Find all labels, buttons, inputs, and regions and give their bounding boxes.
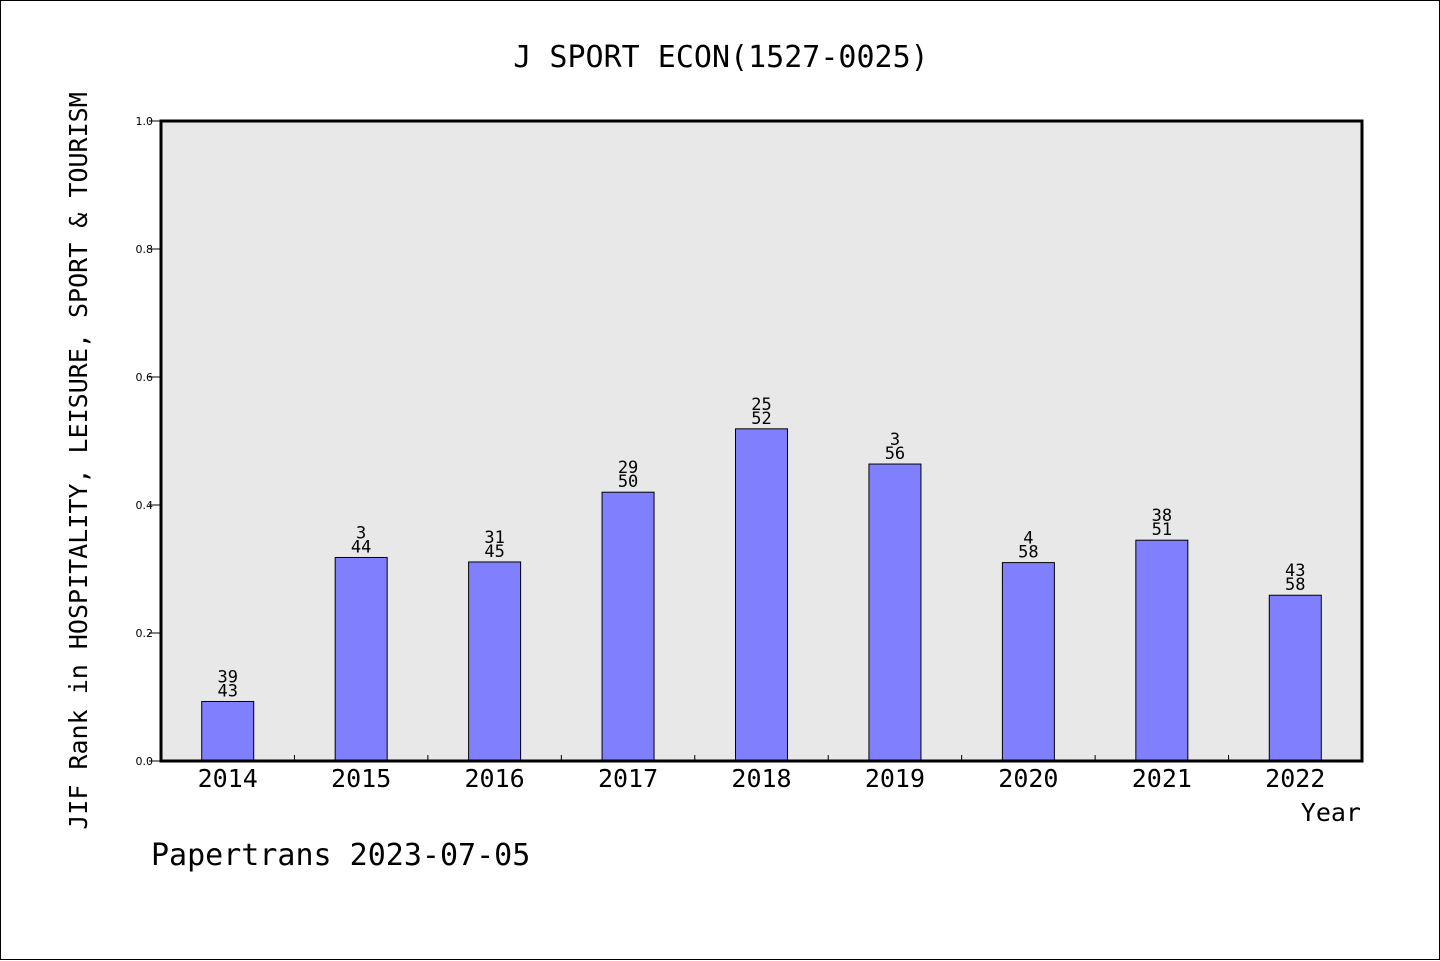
bar-label-top: 29 [618,458,638,478]
bar-label-bottom: 58 [1018,543,1038,563]
bar-label-bottom: 56 [885,444,905,464]
bar-2014 [201,700,255,762]
y-tick-label: 0.2 [136,627,154,640]
bar-label-bottom: 58 [1285,575,1305,595]
bar-label-top: 39 [217,667,237,687]
x-tick-label: 2017 [598,764,658,793]
x-tick-label: 2014 [198,764,258,793]
y-tick-label: 0.8 [136,243,154,256]
chart-title: J SPORT ECON(1527-0025) [513,40,928,75]
bar-label-top: 31 [484,528,504,548]
y-tick-label: 1.0 [136,115,154,128]
bar-2018 [735,428,788,762]
bar-2015 [334,556,388,762]
bar-2017 [601,491,655,762]
bar-label-bottom: 52 [751,409,771,429]
bar-label-top: 4 [1023,529,1033,549]
y-tick-label: 0.0 [136,755,154,768]
bar-label-bottom: 51 [1152,520,1172,540]
y-tick-label: 0.6 [136,371,154,384]
x-tick-label: 2021 [1132,764,1192,793]
plot-border [159,119,1364,763]
bar-label-top: 43 [1285,561,1305,581]
x-axis-ticks: 2014 2015 2016 2017 2018 2019 2020 2021 2022 [198,755,1325,793]
x-tick-label: 2022 [1265,764,1325,793]
bar-label-bottom: 45 [484,542,504,562]
bar-label-bottom: 44 [351,537,371,557]
bar-label-top: 3 [890,430,900,450]
x-tick-label: 2018 [731,764,791,793]
bar-2022 [1268,594,1322,762]
y-tick-label: 0.4 [136,499,154,512]
x-tick-label: 2019 [865,764,925,793]
x-axis-label: Year [1301,798,1361,827]
y-axis-ticks: 0.0 0.2 0.4 0.6 0.8 1.0 [136,115,161,768]
x-tick-label: 2015 [331,764,391,793]
bar-label-top: 25 [751,395,771,415]
footer-credit: Papertrans 2023-07-05 [151,838,530,873]
bar-2019 [868,463,922,762]
y-axis-label: JIF Rank in HOSPITALITY, LEISURE, SPORT … [64,92,93,830]
bar-2020 [1001,562,1055,762]
bar-2016 [468,561,522,762]
bars [201,428,1322,762]
bar-label-bottom: 43 [217,681,237,701]
bar-label-top: 3 [356,523,366,543]
bar-label-bottom: 50 [618,472,638,492]
x-tick-label: 2020 [998,764,1058,793]
x-tick-label: 2016 [465,764,525,793]
bar-label-top: 38 [1152,506,1172,526]
bar-2021 [1135,539,1189,762]
